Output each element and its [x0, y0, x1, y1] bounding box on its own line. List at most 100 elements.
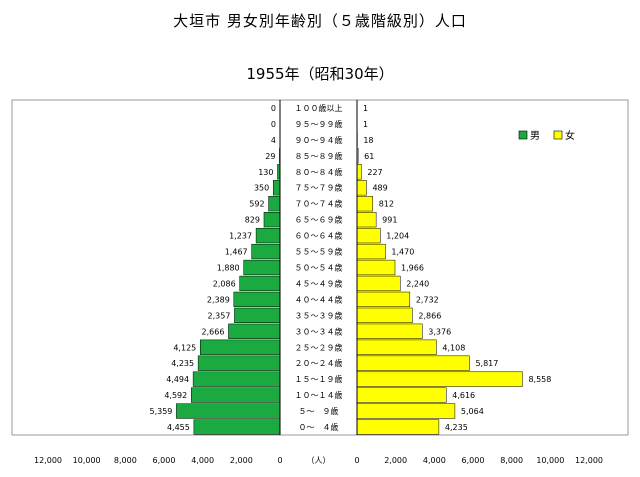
- male-value-label: 130: [258, 168, 273, 177]
- male-value-label: 350: [254, 184, 269, 193]
- bar-male: [272, 180, 281, 196]
- female-value-label: 991: [382, 216, 397, 225]
- x-tick-label-male: 12,000: [34, 456, 62, 465]
- age-category-label: ６５～６９歳: [295, 215, 343, 225]
- female-value-label: 1,470: [391, 248, 414, 257]
- age-category-label: ５０～５４歳: [295, 263, 343, 273]
- x-tick-label-male: 2,000: [230, 456, 253, 465]
- bar-male: [200, 339, 281, 355]
- bar-female: [356, 164, 362, 180]
- male-value-label: 0: [271, 120, 276, 129]
- age-category-label: １０～１４歳: [295, 390, 343, 400]
- age-category-label: ０～ ４歳: [299, 422, 339, 432]
- age-category-label: ７５～７９歳: [295, 183, 343, 193]
- male-value-label: 4,455: [167, 423, 190, 432]
- male-value-label: 5,359: [149, 407, 172, 416]
- bar-male: [263, 212, 281, 228]
- bar-male: [190, 387, 281, 403]
- bar-female: [356, 307, 413, 323]
- x-tick-label-male: 10,000: [73, 456, 101, 465]
- age-category-label: ３５～３９歳: [295, 310, 343, 320]
- age-category-label: ３０～３４歳: [295, 326, 343, 336]
- male-value-label: 2,357: [208, 311, 231, 320]
- x-tick-label-male: 6,000: [153, 456, 176, 465]
- bar-female: [356, 275, 401, 292]
- male-value-label: 1,237: [229, 232, 252, 241]
- female-value-label: 8,558: [528, 375, 551, 384]
- age-category-label: ４５～４９歳: [295, 278, 343, 288]
- female-value-label: 1: [363, 104, 368, 113]
- x-tick-label-male: 8,000: [114, 456, 137, 465]
- female-value-label: 1: [363, 120, 368, 129]
- bar-female: [356, 403, 456, 419]
- x-tick-label-female: 6,000: [462, 456, 485, 465]
- male-value-label: 0: [271, 104, 276, 113]
- male-value-label: 2,666: [202, 327, 225, 336]
- bar-female: [356, 227, 381, 244]
- bar-female: [356, 371, 523, 387]
- bar-female: [356, 212, 377, 228]
- bar-male: [268, 196, 281, 212]
- bar-female: [356, 323, 423, 339]
- age-category-label: ５５～５９歳: [295, 247, 343, 257]
- male-value-label: 829: [245, 216, 260, 225]
- female-value-label: 2,732: [416, 295, 439, 304]
- female-value-label: 4,235: [445, 423, 468, 432]
- age-category-label: ８０～８４歳: [295, 167, 343, 177]
- bar-female: [356, 355, 470, 371]
- legend-label-female: 女: [565, 129, 575, 142]
- male-value-label: 4,235: [171, 359, 194, 368]
- female-value-label: 227: [367, 168, 382, 177]
- bar-male: [251, 243, 281, 260]
- age-category-label: ２０～２４歳: [295, 358, 343, 368]
- bar-female: [356, 259, 396, 276]
- chart-subtitle: 1955年（昭和30年）: [246, 65, 394, 83]
- bar-female: [356, 387, 447, 403]
- male-value-label: 1,880: [217, 264, 240, 273]
- bar-male: [234, 307, 281, 323]
- bar-male: [192, 371, 281, 387]
- female-value-label: 1,204: [386, 232, 409, 241]
- male-value-label: 1,467: [225, 248, 248, 257]
- male-value-label: 592: [249, 200, 264, 209]
- male-value-label: 29: [265, 152, 275, 161]
- age-category-label: ７０～７４歳: [295, 199, 343, 209]
- age-category-label: ２５～２９歳: [295, 342, 343, 352]
- bar-female: [356, 291, 411, 308]
- female-value-label: 18: [363, 136, 373, 145]
- chart-title: 大垣市 男女別年齢別（５歳階級別）人口: [173, 12, 467, 30]
- x-tick-label-male: 0: [277, 456, 282, 465]
- bar-male: [228, 323, 281, 339]
- bar-female: [356, 180, 367, 196]
- age-category-label: １５～１９歳: [295, 374, 343, 384]
- female-value-label: 5,064: [461, 407, 484, 416]
- female-value-label: 1,966: [401, 264, 424, 273]
- male-value-label: 4,592: [164, 391, 187, 400]
- x-tick-label-female: 12,000: [575, 456, 603, 465]
- female-value-label: 3,376: [428, 327, 451, 336]
- female-value-label: 2,866: [418, 311, 441, 320]
- female-value-label: 61: [364, 152, 374, 161]
- bar-male: [255, 227, 281, 244]
- age-category-label: ９０～９４歳: [295, 135, 343, 145]
- bar-female: [356, 196, 373, 212]
- bar-male: [193, 419, 281, 435]
- legend-label-male: 男: [530, 130, 540, 142]
- x-tick-label-male: 4,000: [191, 456, 214, 465]
- legend-swatch-female: [553, 130, 563, 140]
- x-axis-unit: （人）: [307, 456, 331, 465]
- bar-female: [356, 419, 440, 435]
- legend-swatch-male: [518, 130, 528, 140]
- x-tick-label-female: 4,000: [423, 456, 446, 465]
- age-category-label: ５～ ９歳: [299, 406, 339, 416]
- bar-male: [243, 259, 281, 276]
- female-value-label: 4,616: [452, 391, 475, 400]
- x-tick-label-female: 8,000: [500, 456, 523, 465]
- x-tick-label-female: 10,000: [536, 456, 564, 465]
- age-category-label: ４０～４４歳: [295, 294, 343, 304]
- bar-female: [356, 243, 386, 260]
- x-tick-label-female: 0: [354, 456, 359, 465]
- female-value-label: 489: [372, 184, 387, 193]
- female-value-label: 2,240: [406, 279, 429, 288]
